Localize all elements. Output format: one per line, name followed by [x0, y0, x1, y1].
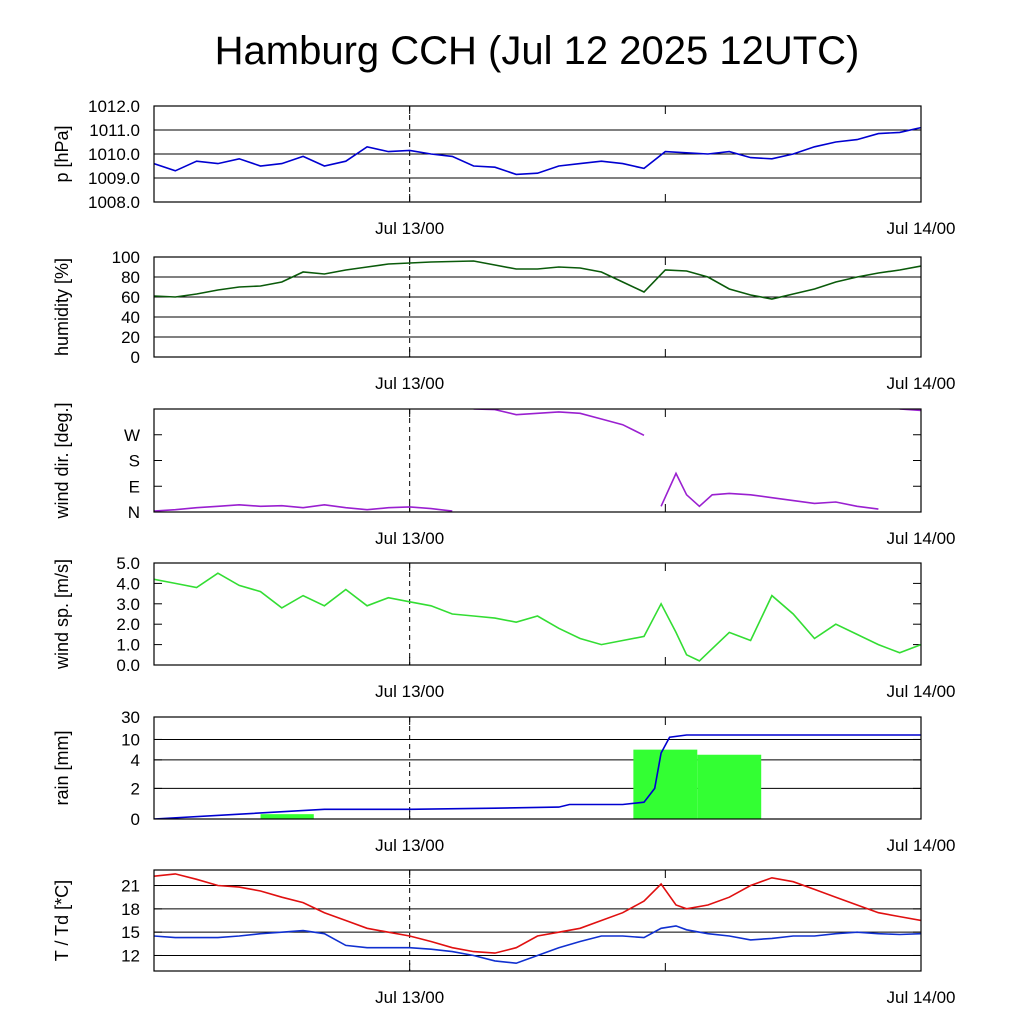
y-tick-label: 5.0: [116, 554, 140, 573]
chart-title: Hamburg CCH (Jul 12 2025 12UTC): [215, 29, 860, 73]
y-tick-label: 15: [121, 923, 140, 942]
series-line-wind-direction: [154, 409, 921, 512]
rain-bar: [260, 814, 314, 819]
rain-bar: [697, 754, 762, 819]
y-axis-label: wind dir. [deg.]: [52, 402, 72, 519]
panel-rain: 0 2 4 10 30 rain [mm] Jul 13/00 Jul 14/00: [52, 708, 956, 855]
y-axis-label: wind sp. [m/s]: [52, 559, 72, 670]
y-tick-label: E: [129, 477, 140, 496]
x-tick-label: Jul 14/00: [887, 529, 956, 548]
y-tick-label: 30: [121, 708, 140, 727]
y-tick-label: 1012.0: [88, 97, 140, 116]
y-tick-label: 80: [121, 268, 140, 287]
x-tick-label: Jul 13/00: [375, 529, 444, 548]
y-tick-label: 1.0: [116, 636, 140, 655]
y-tick-label: 4: [131, 751, 140, 770]
plot-frame: [153, 408, 922, 513]
y-tick-label: 20: [121, 328, 140, 347]
y-tick-label: 1008.0: [88, 193, 140, 212]
series-line-humidity: [154, 260, 921, 300]
y-tick-label: 12: [121, 946, 140, 965]
panel-pressure: 1008.0 1009.0 1010.0 1011.0 1012.0 p [hPa] Jul…: [52, 97, 956, 238]
y-tick-label: W: [124, 426, 140, 445]
x-tick-label: Jul 14/00: [887, 836, 956, 855]
y-tick-label: N: [128, 503, 140, 522]
x-tick-label: Jul 13/00: [375, 219, 444, 238]
y-axis-label: p [hPa]: [52, 125, 72, 182]
y-tick-label: 3.0: [116, 595, 140, 614]
x-tick-label: Jul 14/00: [887, 374, 956, 393]
rain-bar: [633, 749, 698, 819]
y-tick-label: 0: [131, 348, 140, 367]
y-tick-label: 100: [112, 248, 140, 267]
plot-frame: [153, 716, 922, 820]
y-tick-label: 4.0: [116, 574, 140, 593]
panel-temperature: 12 15 18 21 T / Td [*C] Jul 13/00 Jul 14/00: [52, 869, 956, 1007]
y-tick-label: 0.0: [116, 656, 140, 675]
y-tick-label: 1009.0: [88, 169, 140, 188]
x-tick-label: Jul 13/00: [375, 836, 444, 855]
x-tick-label: Jul 13/00: [375, 988, 444, 1007]
y-tick-label: 1011.0: [89, 121, 140, 140]
series-line-rain: [154, 734, 921, 819]
plot-frame: [153, 256, 922, 358]
y-axis-label: T / Td [*C]: [52, 880, 72, 961]
plot-frame: [153, 105, 922, 203]
y-tick-label: 1010.0: [88, 145, 140, 164]
y-tick-label: 60: [121, 288, 140, 307]
plot-frame: [153, 869, 922, 972]
y-tick-label: S: [129, 452, 140, 471]
x-tick-label: Jul 13/00: [375, 682, 444, 701]
x-tick-label: Jul 14/00: [887, 682, 956, 701]
plot-frame: [153, 562, 922, 666]
y-tick-label: 21: [121, 877, 140, 896]
y-axis-label: humidity [%]: [52, 258, 72, 356]
x-tick-label: Jul 13/00: [375, 374, 444, 393]
y-tick-label: 18: [121, 900, 140, 919]
y-tick-label: 0: [131, 810, 140, 829]
series-line-wind-speed: [154, 572, 921, 662]
x-tick-label: Jul 14/00: [887, 988, 956, 1007]
series-line-t: [154, 873, 921, 954]
y-tick-label: 2.0: [116, 615, 140, 634]
x-tick-label: Jul 14/00: [887, 219, 956, 238]
y-tick-label: 40: [121, 308, 140, 327]
series-line-td: [154, 925, 921, 965]
y-tick-label: 10: [121, 730, 140, 749]
series-line-pressure: [154, 126, 921, 176]
panel-wind-speed: 0.01.0 2.03.0 4.05.0 wind sp. [m/s] Jul 13/0…: [52, 554, 956, 701]
y-axis-label: rain [mm]: [52, 730, 72, 805]
y-tick-label: 2: [131, 779, 140, 798]
